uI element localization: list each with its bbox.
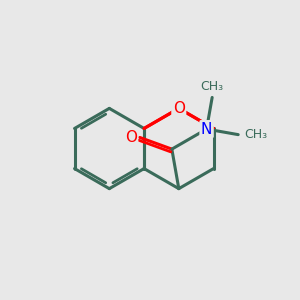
Text: O: O bbox=[125, 130, 137, 145]
Text: N: N bbox=[201, 122, 212, 136]
Text: CH₃: CH₃ bbox=[201, 80, 224, 93]
Text: O: O bbox=[173, 101, 185, 116]
Text: CH₃: CH₃ bbox=[244, 128, 267, 141]
